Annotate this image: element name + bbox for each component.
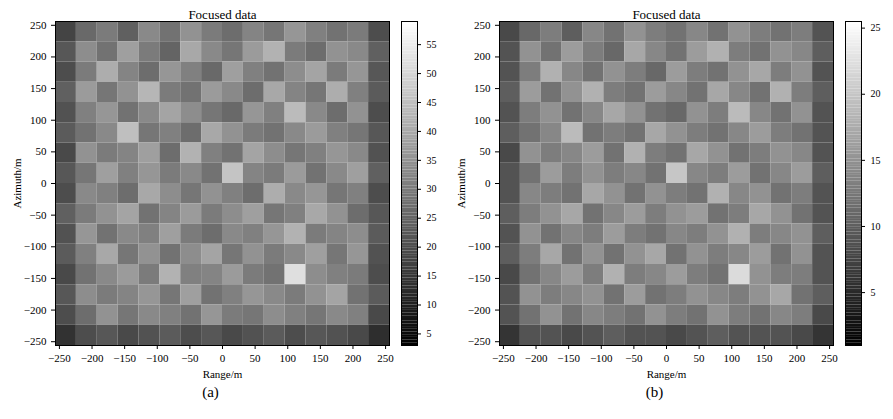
svg-text:−50: −50 [473, 209, 491, 221]
svg-text:0: 0 [664, 352, 670, 364]
svg-text:200: 200 [30, 50, 47, 62]
svg-text:−50: −50 [181, 352, 199, 364]
svg-text:250: 250 [30, 19, 47, 31]
svg-text:0: 0 [41, 177, 47, 189]
svg-text:5: 5 [427, 328, 432, 339]
svg-text:250: 250 [821, 352, 838, 364]
svg-text:20: 20 [871, 88, 881, 99]
svg-text:−200: −200 [468, 304, 491, 316]
svg-text:50: 50 [694, 352, 706, 364]
svg-text:−150: −150 [468, 272, 491, 284]
svg-text:35: 35 [427, 155, 437, 166]
svg-text:−150: −150 [113, 352, 136, 364]
svg-text:200: 200 [345, 352, 362, 364]
svg-text:Azimuth/m: Azimuth/m [11, 158, 23, 209]
svg-text:20: 20 [427, 241, 437, 252]
html-text:(a): (a) [202, 384, 219, 400]
svg-text:10: 10 [427, 299, 437, 310]
svg-text:150: 150 [474, 82, 491, 94]
svg-text:−100: −100 [590, 352, 613, 364]
svg-text:150: 150 [756, 352, 773, 364]
svg-text:−150: −150 [557, 352, 580, 364]
svg-text:50: 50 [36, 145, 48, 157]
svg-text:150: 150 [312, 352, 329, 364]
svg-text:25: 25 [427, 212, 437, 223]
svg-text:−200: −200 [24, 304, 47, 316]
svg-text:100: 100 [723, 352, 740, 364]
svg-text:250: 250 [474, 19, 491, 31]
svg-text:200: 200 [474, 50, 491, 62]
svg-text:−200: −200 [525, 352, 548, 364]
svg-text:−250: −250 [48, 352, 71, 364]
svg-text:Range/m: Range/m [203, 368, 243, 380]
svg-text:−250: −250 [24, 335, 47, 347]
svg-text:100: 100 [279, 352, 296, 364]
svg-text:−150: −150 [24, 272, 47, 284]
svg-text:15: 15 [427, 270, 437, 281]
svg-text:0: 0 [485, 177, 491, 189]
svg-text:Azimuth/m: Azimuth/m [455, 158, 467, 209]
svg-text:50: 50 [250, 352, 262, 364]
svg-text:250: 250 [377, 352, 394, 364]
svg-text:0: 0 [220, 352, 226, 364]
svg-text:−100: −100 [24, 240, 47, 252]
svg-text:55: 55 [427, 39, 437, 50]
svg-text:−100: −100 [146, 352, 169, 364]
svg-text:15: 15 [871, 155, 881, 166]
svg-text:5: 5 [871, 287, 876, 298]
svg-text:100: 100 [30, 114, 47, 126]
svg-text:Focused data: Focused data [188, 7, 256, 22]
svg-text:−200: −200 [81, 352, 104, 364]
svg-text:10: 10 [871, 221, 881, 232]
svg-text:−50: −50 [625, 352, 643, 364]
svg-text:50: 50 [427, 68, 437, 79]
svg-text:100: 100 [474, 114, 491, 126]
svg-text:40: 40 [427, 126, 437, 137]
svg-text:50: 50 [480, 145, 492, 157]
svg-text:45: 45 [427, 97, 437, 108]
svg-text:−250: −250 [492, 352, 515, 364]
html-text:(b): (b) [645, 384, 664, 400]
svg-text:150: 150 [30, 82, 47, 94]
svg-text:Focused data: Focused data [632, 7, 700, 22]
svg-text:−50: −50 [29, 209, 47, 221]
svg-text:Range/m: Range/m [647, 368, 687, 380]
svg-text:−100: −100 [468, 240, 491, 252]
svg-text:200: 200 [789, 352, 806, 364]
svg-text:30: 30 [427, 183, 437, 194]
svg-text:−250: −250 [468, 335, 491, 347]
svg-text:25: 25 [871, 22, 881, 33]
